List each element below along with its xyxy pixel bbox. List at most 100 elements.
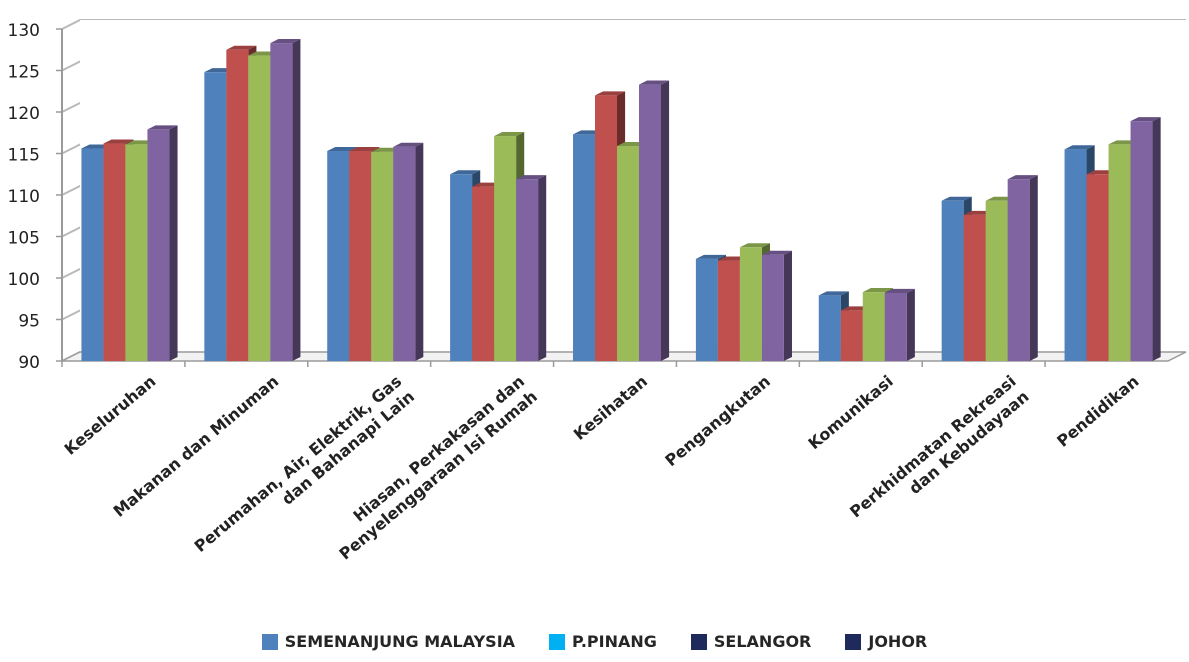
bar [884,288,915,361]
bar-top [862,288,893,293]
bar-top [941,196,972,201]
legend-entry: JOHOR [845,632,927,651]
bar-top [1064,145,1095,150]
bar [147,125,178,361]
x-tick-label: Pengangkutan [661,372,774,471]
bar-front [695,258,718,361]
bar-front [617,146,639,361]
bar-front [327,151,350,361]
bar [1130,117,1161,361]
bar-front [81,148,104,361]
legend-label: SELANGOR [713,632,812,651]
legend-label: P.PINANG [572,632,657,651]
y-tick-label: 110 [8,187,40,207]
bar-front [393,146,416,361]
bar-front [963,214,986,361]
bar [516,175,547,361]
bar-side [169,125,178,361]
bar-front [941,200,964,361]
x-tick-label-line: Pengangkutan [661,372,774,471]
bar-chart-svg: 90 95 100 105 110 115 120 125 130 KeseluruhanMak… [8,19,1187,564]
legend: SEMENANJUNG MALAYSIA P.PINANG SELANGOR JOHO… [0,632,1189,651]
y-tick-label: 125 [8,63,40,83]
bar-front [270,43,293,362]
legend-label: SEMENANJUNG MALAYSIA [284,632,516,651]
bar-side [661,80,670,361]
bar-front [1064,149,1087,361]
bar-front [450,174,473,361]
y-tick-label: 90 [18,353,40,373]
bar-front [1086,174,1109,361]
bar-front [1007,179,1030,361]
bar-front [595,95,617,362]
bar-top [761,250,792,255]
bar-top [226,45,257,50]
bar-top [595,91,626,96]
bar-front [349,151,372,361]
bar-top [393,142,424,147]
bar-top [516,175,547,180]
y-tick-label: 95 [18,312,40,332]
bar-front [1130,121,1153,361]
bar-front [371,151,394,361]
bar-top [494,132,525,137]
bar-side [1029,175,1038,361]
y-tick-label: 130 [8,21,40,41]
bar-top [327,146,358,152]
x-tick-label-line: Komunikasi [805,372,897,454]
y-tick-label: 100 [8,270,40,290]
bar [270,39,301,362]
bar-front [862,292,885,361]
bar-side [1152,117,1161,361]
bar-top [1130,117,1161,122]
bar-front [840,310,863,361]
legend-label: JOHOR [868,632,928,651]
bar-front [985,200,1008,361]
x-tick-label-line: Keseluruhan [61,372,160,459]
x-tick-label: Pendidikan [1053,372,1142,451]
legend-entry: P.PINANG [549,632,657,651]
bar-side [292,39,301,362]
bar-front [818,295,841,361]
x-tick-label-line: Pendidikan [1053,372,1142,451]
legend-swatch [549,633,566,650]
bar-front [103,143,126,361]
bar-front [639,84,661,362]
bar [393,142,424,361]
bar [761,250,792,361]
legend-swatch [690,633,707,650]
y-tick-label: 120 [8,104,40,124]
bar-top [450,170,481,175]
bars [81,39,1161,362]
y-tick-labels: 90 95 100 105 110 115 120 125 130 [8,21,40,373]
bar-front [573,134,595,361]
legend-entry: SEMENANJUNG MALAYSIA [261,632,516,651]
bar-front [494,136,517,361]
bar [639,80,670,362]
y-tick-label: 115 [8,146,40,166]
bar-top [270,39,301,44]
bar-side [415,142,424,361]
bar-front [248,55,271,362]
bar-front [125,144,148,361]
bar-front [472,186,495,361]
bar-front [884,292,907,361]
x-tick-label: Komunikasi [805,372,897,454]
bar-top [695,254,726,259]
bar-side [783,250,792,361]
bar-top [818,291,849,296]
legend-swatch [261,633,278,650]
x-tick-label: Kesihatan [570,372,651,444]
bar-top [349,146,380,152]
bar-front [761,254,784,361]
bar-front [717,260,740,361]
bar-side [538,175,547,361]
x-tick-label: Keseluruhan [61,372,160,459]
bar [1007,175,1038,361]
x-tick-label-line: Kesihatan [570,372,651,444]
bar-top [147,125,178,130]
bar-top [639,80,670,85]
bar-front [739,247,762,361]
